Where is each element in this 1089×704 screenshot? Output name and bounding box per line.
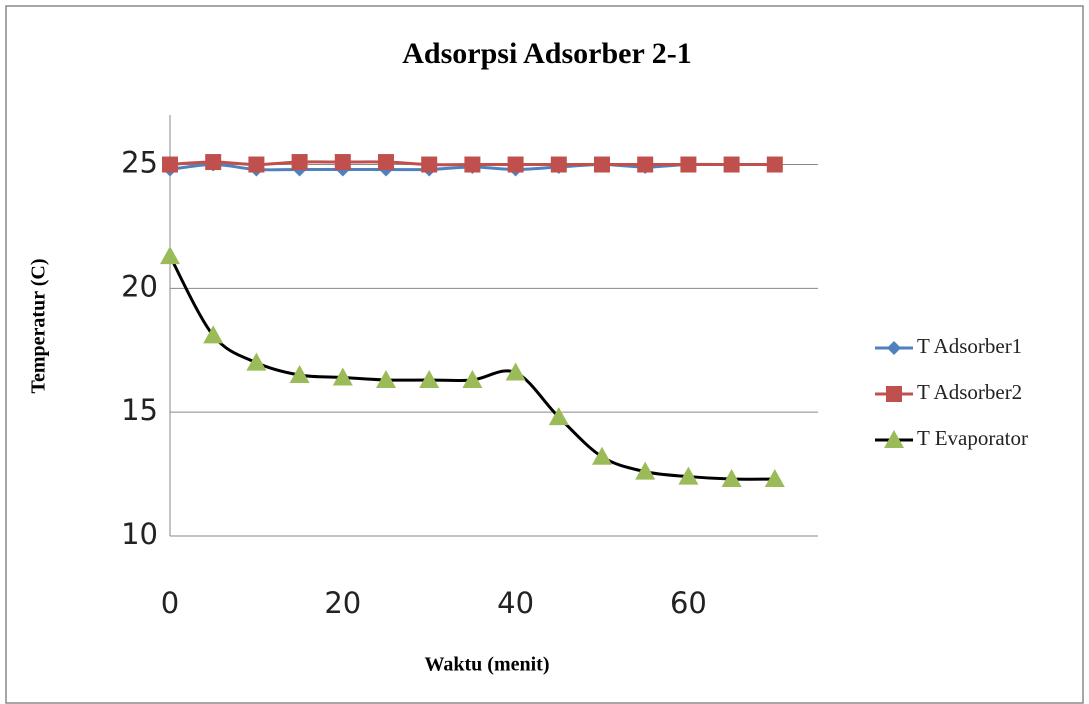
chart: Adsorpsi Adsorber 2-1 Waktu (menit) Temp… <box>0 0 1089 704</box>
marker <box>292 154 308 170</box>
legend-label: T Adsorber2 <box>917 380 1022 404</box>
marker <box>637 157 653 173</box>
legend-marker <box>886 386 902 402</box>
marker <box>248 157 264 173</box>
marker <box>162 157 178 173</box>
legend-label: T Evaporator <box>917 426 1028 450</box>
marker <box>680 157 696 173</box>
marker <box>508 157 524 173</box>
y-tick-label: 15 <box>121 393 158 427</box>
x-axis-title: Waktu (menit) <box>425 654 550 676</box>
marker <box>464 157 480 173</box>
y-axis-title: Temperatur (C) <box>28 259 50 394</box>
marker <box>335 154 351 170</box>
x-tick-label: 0 <box>161 586 179 620</box>
marker <box>724 157 740 173</box>
marker <box>421 157 437 173</box>
y-tick-label: 10 <box>121 517 158 551</box>
x-tick-label: 20 <box>324 586 361 620</box>
page: {"chart_data": { "type": "line", "title"… <box>0 0 1089 704</box>
marker <box>205 154 221 170</box>
marker <box>378 154 394 170</box>
marker <box>594 157 610 173</box>
y-tick-label: 25 <box>121 146 158 180</box>
marker <box>551 157 567 173</box>
x-tick-label: 40 <box>497 586 534 620</box>
marker <box>767 157 783 173</box>
y-tick-label: 20 <box>121 269 158 303</box>
legend-label: T Adsorber1 <box>917 334 1022 358</box>
x-tick-label: 60 <box>670 586 707 620</box>
chart-title: Adsorpsi Adsorber 2-1 <box>402 37 691 70</box>
